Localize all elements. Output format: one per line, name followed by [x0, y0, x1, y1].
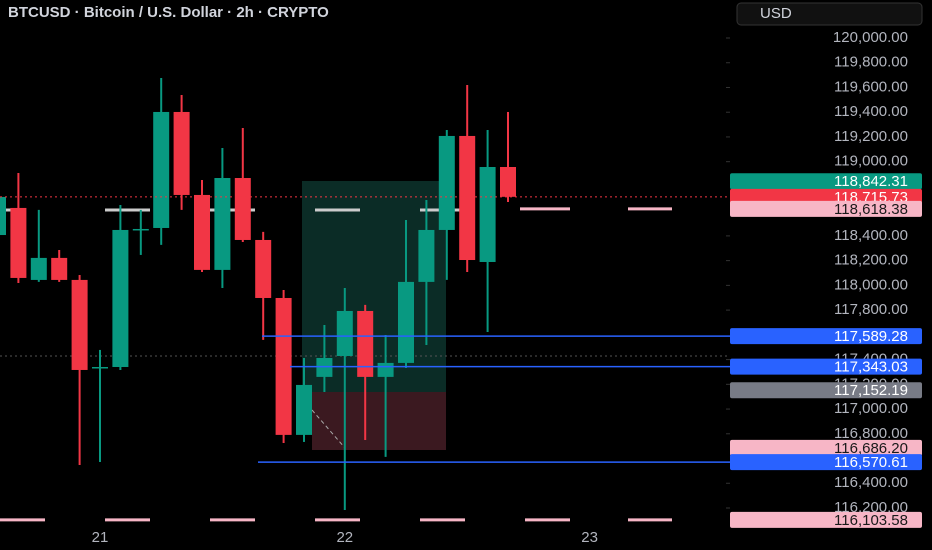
price-badge [730, 382, 922, 399]
y-tick-label: 119,400.00 [834, 103, 908, 120]
price-badge [730, 188, 922, 205]
y-tick-label: 118,200.00 [834, 252, 908, 269]
x-tick-label: 21 [92, 529, 109, 546]
candle-body [0, 196, 6, 236]
loss-zone [312, 392, 446, 450]
candle-body [30, 257, 47, 280]
candle-body [357, 310, 374, 377]
candle-body [234, 178, 251, 240]
candle-body [418, 229, 435, 282]
price-badge-label: 118,618.38 [834, 201, 908, 218]
y-tick-label: 119,200.00 [834, 128, 908, 145]
candle-body [132, 228, 149, 231]
y-tick-label: 118,400.00 [834, 227, 908, 244]
y-tick-label: 117,800.00 [834, 301, 908, 318]
candle-body [10, 207, 27, 278]
candle-body [51, 257, 68, 280]
profit-zone [302, 181, 446, 392]
price-badge [730, 173, 922, 190]
candle-body [173, 111, 190, 195]
y-tick-label: 120,000.00 [833, 29, 908, 46]
candle-body [398, 281, 414, 363]
trade-path [311, 409, 346, 449]
candle-body [194, 194, 210, 270]
price-badge-label: 117,589.28 [834, 328, 908, 345]
candle-body [255, 239, 272, 298]
x-tick-label: 23 [581, 529, 598, 546]
candle-body [71, 279, 88, 370]
price-badge-label: 116,103.58 [834, 512, 908, 529]
candle-body [112, 229, 129, 367]
price-badge-label: 116,570.61 [834, 454, 908, 471]
candle-body [153, 111, 170, 228]
y-tick-label: 119,000.00 [834, 153, 908, 170]
price-badge-label: 116,686.20 [834, 440, 908, 457]
y-tick-label: 119,600.00 [834, 78, 908, 95]
price-badge-label: 117,343.03 [834, 359, 908, 376]
plot [0, 77, 922, 522]
candle-body [500, 167, 516, 197]
chart-title: BTCUSD · Bitcoin / U.S. Dollar · 2h · CR… [8, 4, 329, 21]
candle-body [275, 297, 292, 435]
y-tick-label: 118,000.00 [834, 276, 908, 293]
candle-body [438, 135, 455, 230]
price-badge [730, 454, 922, 471]
candle-body [459, 135, 476, 261]
y-tick-label: 119,800.00 [834, 54, 908, 71]
candle-body [479, 167, 496, 262]
price-badge [730, 511, 922, 528]
currency: USD [760, 5, 792, 22]
y-tick-label: 116,800.00 [834, 425, 908, 442]
x-tick-label: 22 [336, 529, 353, 546]
candle-body [336, 310, 353, 356]
price-badge-label: 118,842.31 [834, 173, 908, 190]
price-badge [730, 328, 922, 345]
price-badge-label: 117,152.19 [834, 382, 908, 399]
candle-body [92, 367, 108, 369]
candle-body [296, 384, 312, 435]
y-tick-label: 116,200.00 [834, 499, 908, 516]
y-tick-label: 116,400.00 [834, 474, 908, 491]
y-tick-label: 117,000.00 [834, 400, 908, 417]
price-badge [730, 200, 922, 217]
candle-body [316, 357, 333, 377]
price-badge [730, 439, 922, 456]
candle-body [214, 178, 231, 270]
candle-body [377, 362, 394, 377]
price-badge [730, 358, 922, 375]
currency-box[interactable] [736, 2, 923, 26]
